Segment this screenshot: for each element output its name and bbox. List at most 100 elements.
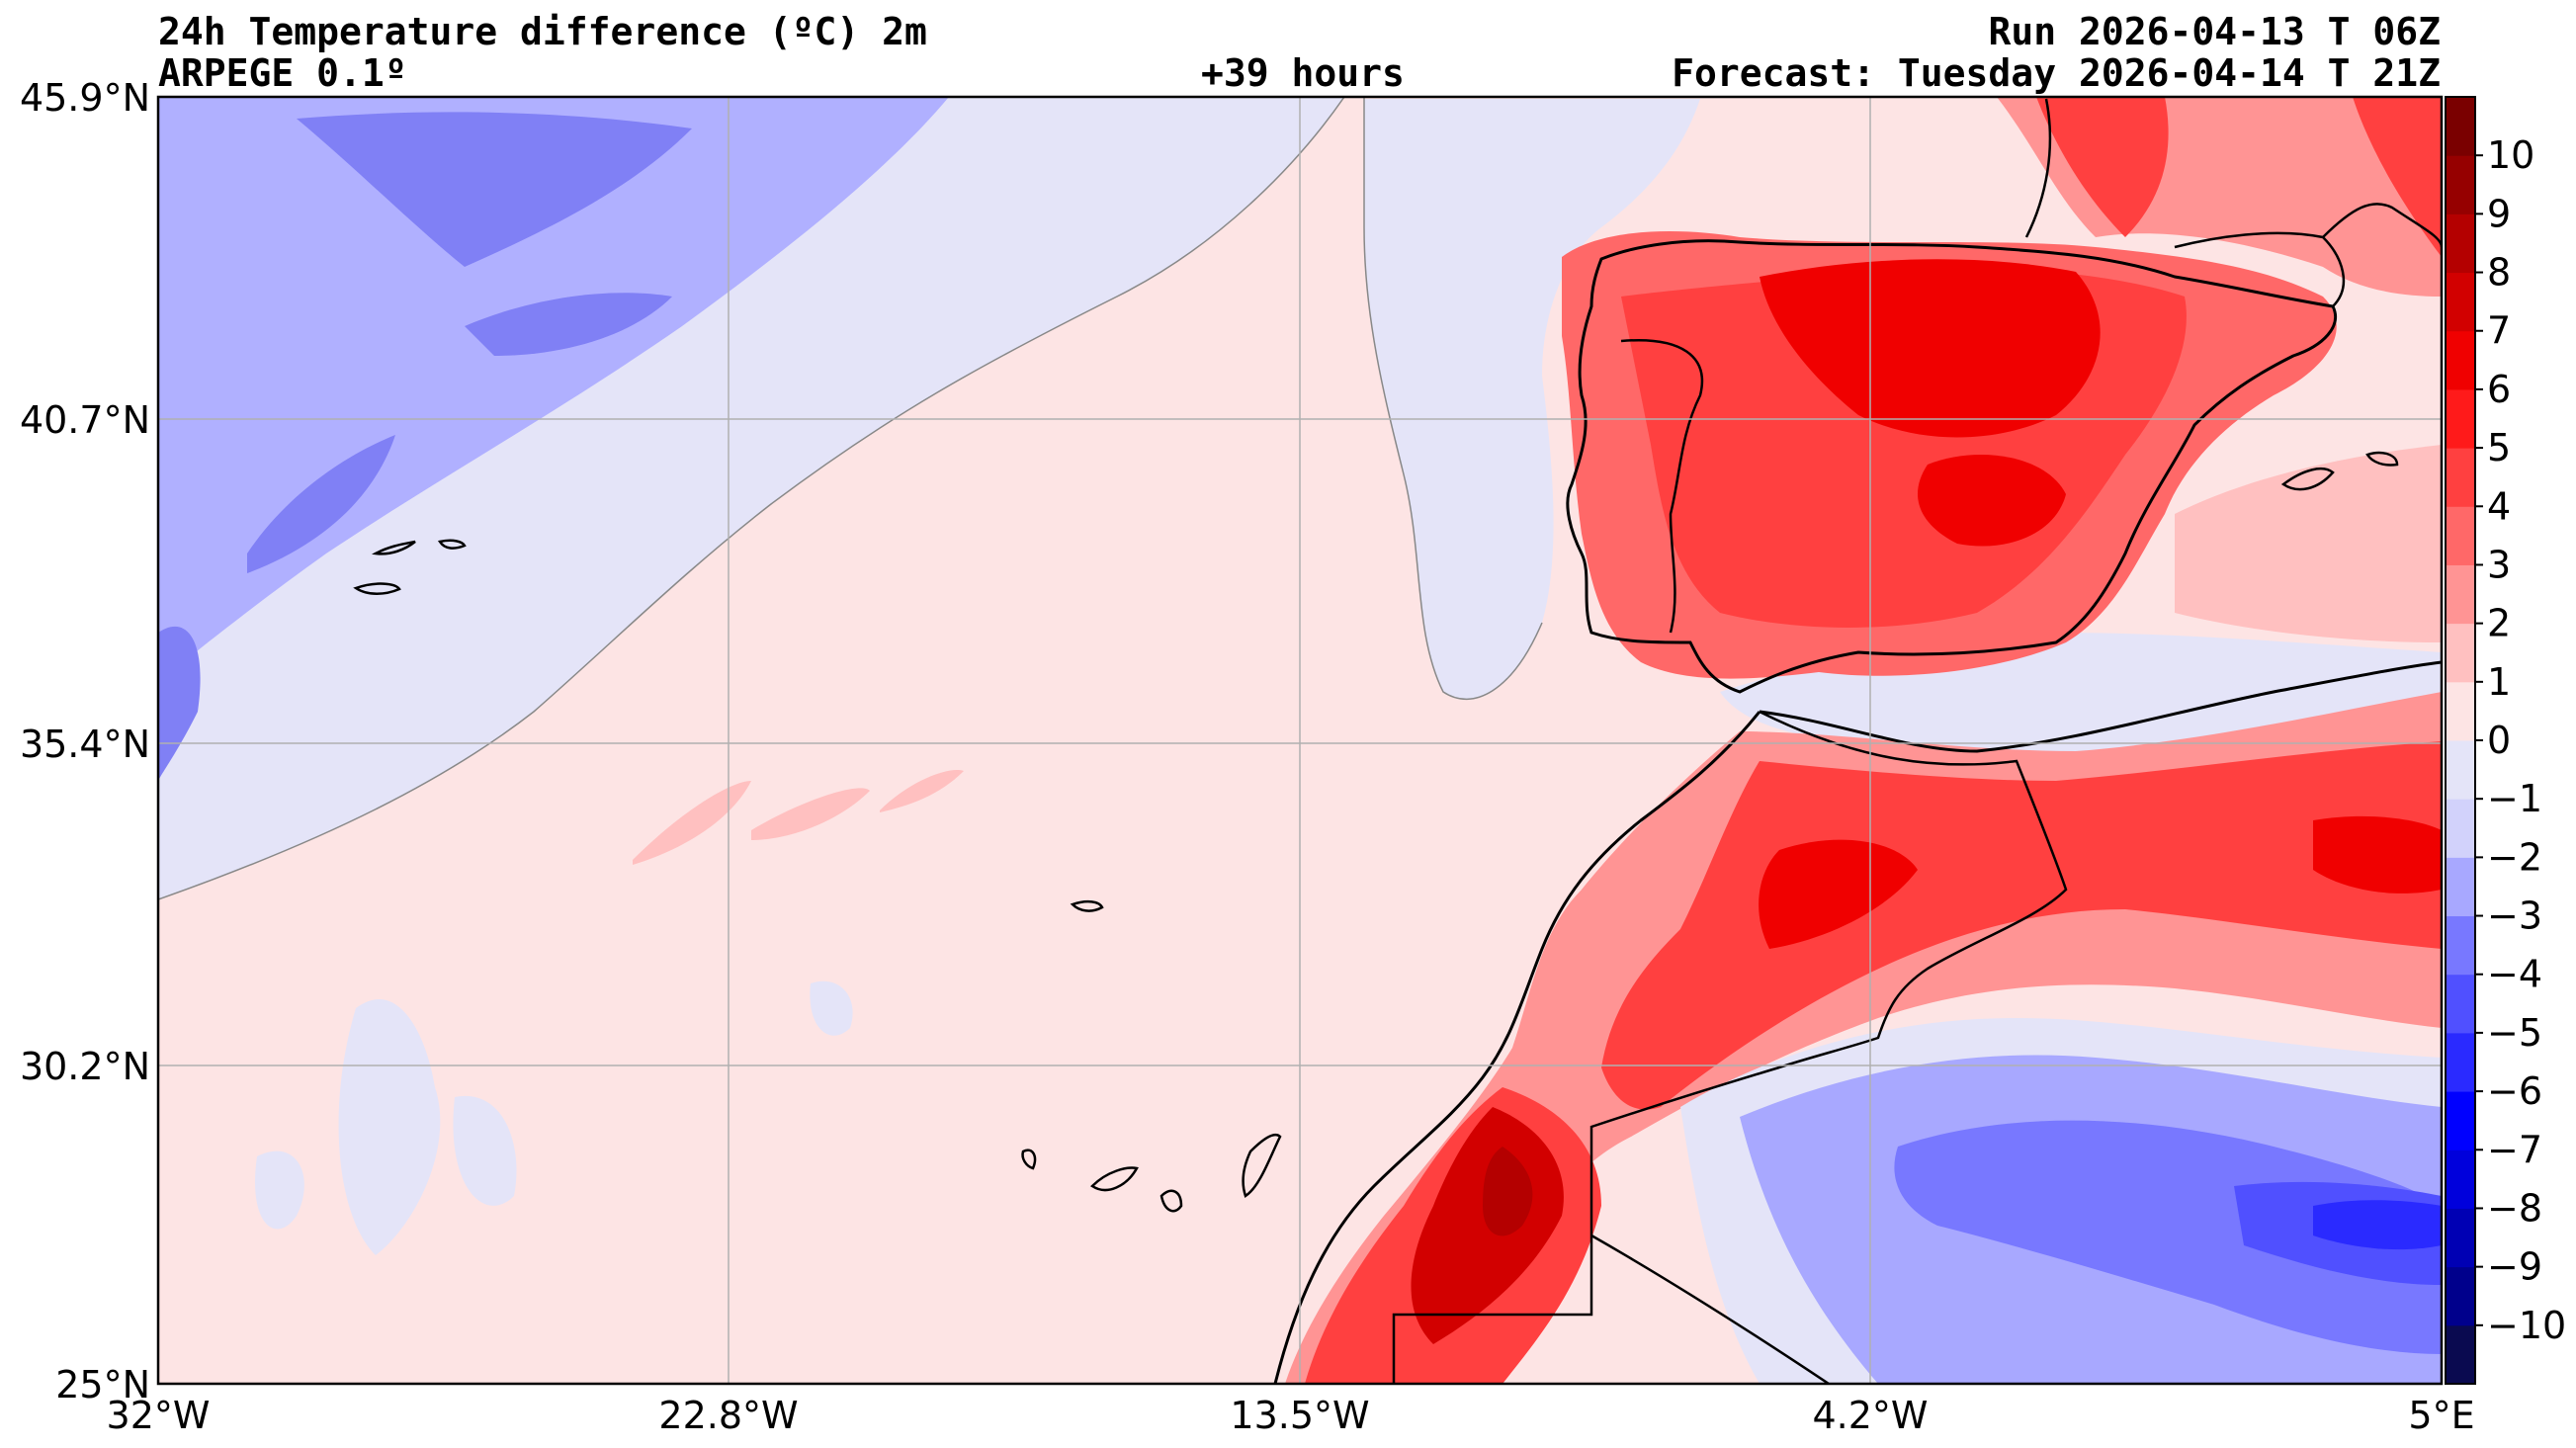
field-warm-africa-2 xyxy=(1601,741,2442,1110)
field-warm-streak-2 xyxy=(751,788,870,840)
colorbar-tick-label: 5 xyxy=(2487,426,2511,469)
field-warm-france-3 xyxy=(2353,97,2442,257)
colorbar-tick-label: −10 xyxy=(2487,1304,2566,1347)
map-frame xyxy=(156,95,2444,1386)
colorbar-tick-label: −2 xyxy=(2487,835,2542,879)
colorbar-bin xyxy=(2446,564,2475,625)
colorbar-bin xyxy=(2446,272,2475,332)
chart-title: 24h Temperature difference (ºC) 2m xyxy=(158,10,927,53)
colorbar-tick-label: −3 xyxy=(2487,894,2542,938)
island-canary-2 xyxy=(1090,1166,1139,1192)
island-canary-3 xyxy=(1159,1189,1183,1213)
field-cold-biscay xyxy=(1364,99,1700,700)
colorbar-bin xyxy=(2446,155,2475,214)
lon-label: 5°E xyxy=(2408,1394,2474,1437)
forecast-label: Forecast: Tuesday 2026-04-14 T 21Z xyxy=(1672,51,2441,95)
lon-label: 32°W xyxy=(107,1394,211,1437)
colorbar-bin xyxy=(2446,97,2475,156)
border-morocco xyxy=(1392,710,2068,1384)
colorbar-bin xyxy=(2446,1032,2475,1092)
colorbar-tick-label: 6 xyxy=(2487,368,2511,411)
colorbar-bin xyxy=(2446,388,2475,449)
field-warm-streak-1 xyxy=(633,781,751,865)
lead-time-label: +39 hours xyxy=(1201,51,1405,95)
island-corsica xyxy=(2365,451,2399,467)
colorbar-bin xyxy=(2446,799,2475,858)
colorbar-tick-label: 9 xyxy=(2487,192,2511,235)
field-cold-patch-3 xyxy=(453,1095,517,1206)
colorbar-tick-label: −4 xyxy=(2487,953,2542,996)
island-azores-2 xyxy=(438,539,467,550)
colorbar-bin xyxy=(2446,506,2475,565)
colorbar-bin xyxy=(2446,915,2475,976)
colorbar-tick-label: 8 xyxy=(2487,251,2511,295)
colorbar-bin xyxy=(2446,681,2475,741)
lat-label: 40.7°N xyxy=(20,398,150,442)
model-label: ARPEGE 0.1º xyxy=(158,51,407,95)
colorbar-tick-label: −6 xyxy=(2487,1069,2542,1113)
field-warm-iberia-4 xyxy=(1918,455,2066,547)
field-warm-east-med xyxy=(2175,445,2442,642)
field-cold-nw-4 xyxy=(465,293,672,356)
colorbar-bin xyxy=(2446,857,2475,917)
field-warm-streak-3 xyxy=(880,770,964,812)
colorbar-bin xyxy=(2446,330,2475,390)
colorbar-tick-label: −8 xyxy=(2487,1186,2542,1230)
border-sahara xyxy=(1590,1234,1830,1384)
colorbar-bin xyxy=(2446,974,2475,1034)
colorbar-bin xyxy=(2446,740,2475,800)
colorbar-tick-label: −1 xyxy=(2487,777,2542,820)
colorbar-tick-label: −7 xyxy=(2487,1128,2542,1171)
field-cold-nw-6 xyxy=(158,626,201,781)
colorbar-bin xyxy=(2446,1324,2475,1385)
colorbar-bin xyxy=(2446,1208,2475,1268)
coastline-iberia xyxy=(1566,239,2338,694)
border-portugal xyxy=(1620,339,1703,634)
colorbar-tick-label: −5 xyxy=(2487,1011,2542,1055)
colorbar-tick-label: 7 xyxy=(2487,309,2511,353)
colorbar-bin xyxy=(2446,623,2475,683)
contour-zero-west xyxy=(158,97,1345,900)
field-cold-nw-2 xyxy=(158,97,949,682)
island-azores-1 xyxy=(353,582,401,595)
coastline-france xyxy=(2024,98,2442,307)
island-canary-4 xyxy=(1021,1149,1037,1170)
colorbar-tick-label: 10 xyxy=(2487,133,2534,177)
field-warm-africa-3 xyxy=(1759,839,1918,949)
lat-labels: 45.9°N 40.7°N 35.4°N 30.2°N 25°N xyxy=(20,76,150,1406)
colorbar-bin xyxy=(2446,448,2475,507)
colorbar xyxy=(2446,97,2475,1385)
field-cold-nw-3 xyxy=(297,112,692,267)
colorbar-tick-label: −9 xyxy=(2487,1245,2542,1289)
field-cold-sahara-5 xyxy=(2313,1200,2442,1250)
field-cold-nw-5 xyxy=(247,435,395,573)
colorbar-bin xyxy=(2446,1266,2475,1326)
field-warm-france-2 xyxy=(2036,97,2169,237)
field-cold-sahara-3 xyxy=(1894,1120,2442,1354)
lat-label: 30.2°N xyxy=(20,1045,150,1088)
island-balearic xyxy=(2280,468,2335,491)
island-azores-3 xyxy=(371,540,416,555)
lat-label: 25°N xyxy=(55,1363,150,1406)
island-canary-1 xyxy=(1242,1133,1282,1198)
colorbar-tick-label: 3 xyxy=(2487,543,2511,586)
colorbar-tick-label: 2 xyxy=(2487,602,2511,645)
field-warm-coast-3 xyxy=(1483,1147,1533,1236)
field-warm-iberia-3 xyxy=(1760,259,2101,438)
run-label: Run 2026-04-13 T 06Z xyxy=(1988,10,2441,53)
lon-label: 22.8°W xyxy=(658,1394,798,1437)
lon-label: 4.2°W xyxy=(1812,1394,1928,1437)
field-cold-patch-4 xyxy=(810,980,853,1036)
colorbar-tick-label: 4 xyxy=(2487,484,2511,528)
colorbar-tick-label: 0 xyxy=(2487,719,2511,762)
colorbar-bin xyxy=(2446,1091,2475,1150)
field-cold-patch-1 xyxy=(338,999,441,1255)
coastline-africa xyxy=(1273,660,2442,1384)
island-madeira xyxy=(1070,899,1104,912)
gridlines xyxy=(158,97,2442,1384)
colorbar-bin xyxy=(2446,213,2475,274)
contour-zero-biscay xyxy=(1363,97,1543,701)
colorbar-tick-label: 1 xyxy=(2487,660,2511,704)
